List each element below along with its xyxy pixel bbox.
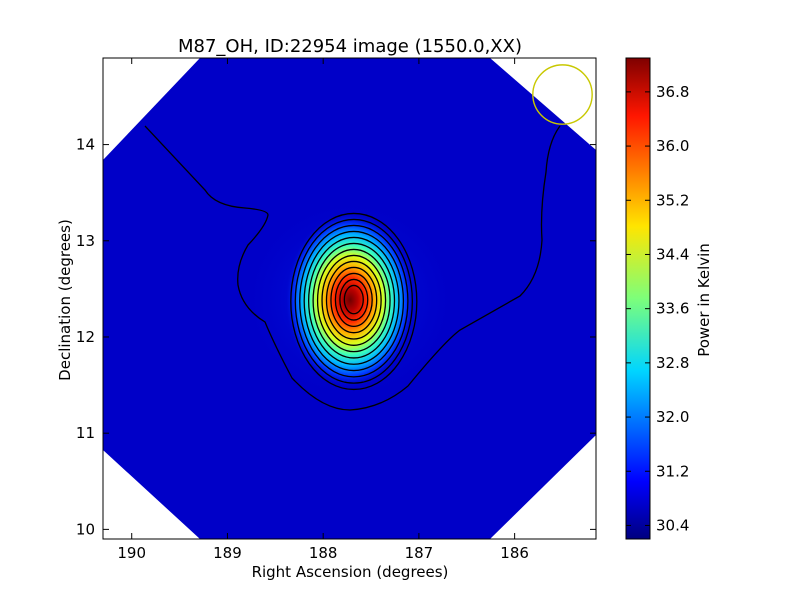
y-axis-label: Declination (degrees) (56, 219, 74, 381)
colorbar-tick-label: 30.4 (656, 516, 689, 534)
contour-line (299, 224, 409, 378)
heatmap-area (103, 58, 596, 539)
y-tick-label: 10 (76, 520, 95, 538)
colorbar-tick-label: 32.0 (656, 408, 689, 426)
contour-line (321, 254, 387, 346)
contour-lines (290, 212, 418, 391)
contour-line (303, 230, 405, 372)
x-tick-label: 188 (309, 544, 338, 562)
contour-line (308, 236, 400, 365)
contour-line (290, 212, 418, 391)
contour-line (294, 218, 413, 384)
y-tick-label: 14 (76, 136, 95, 154)
x-axis: 190 189 188 187 186 (117, 58, 529, 562)
source-emission (285, 212, 415, 388)
contour-line (334, 272, 373, 328)
colorbar-tick-label: 33.6 (656, 300, 689, 318)
x-tick-label: 190 (117, 544, 146, 562)
contour-line (325, 260, 382, 340)
x-axis-label: Right Ascension (degrees) (252, 563, 449, 581)
contour-line (339, 278, 369, 321)
colorbar-tick-label: 36.8 (656, 83, 689, 101)
x-tick-label: 187 (405, 544, 434, 562)
contour-line (343, 284, 364, 315)
contour-line (330, 266, 378, 334)
y-tick-label: 12 (76, 328, 95, 346)
x-tick-label: 186 (500, 544, 529, 562)
colorbar-tick-label: 34.4 (656, 245, 689, 263)
colorbar-ticks: 30.4 31.2 32.0 32.8 33.6 34.4 35.2 36.0 36.8 (626, 83, 689, 534)
y-axis: 10 11 12 13 14 (76, 136, 596, 538)
colorbar (625, 57, 651, 540)
y-tick-label: 11 (76, 424, 95, 442)
outer-contour (144, 125, 561, 411)
chart-title: M87_OH, ID:22954 image (1550.0,XX) (178, 36, 522, 57)
colorbar-tick-label: 31.2 (656, 462, 689, 480)
y-tick-label: 13 (76, 232, 95, 250)
x-tick-label: 189 (213, 544, 242, 562)
colorbar-label: Power in Kelvin (695, 243, 713, 357)
plot-frame (102, 57, 597, 540)
contour-line (316, 248, 391, 353)
beam-circle (532, 64, 593, 125)
colorbar-tick-label: 36.0 (656, 137, 689, 155)
contour-line (312, 242, 396, 359)
colorbar-tick-label: 32.8 (656, 354, 689, 372)
colorbar-tick-label: 35.2 (656, 191, 689, 209)
